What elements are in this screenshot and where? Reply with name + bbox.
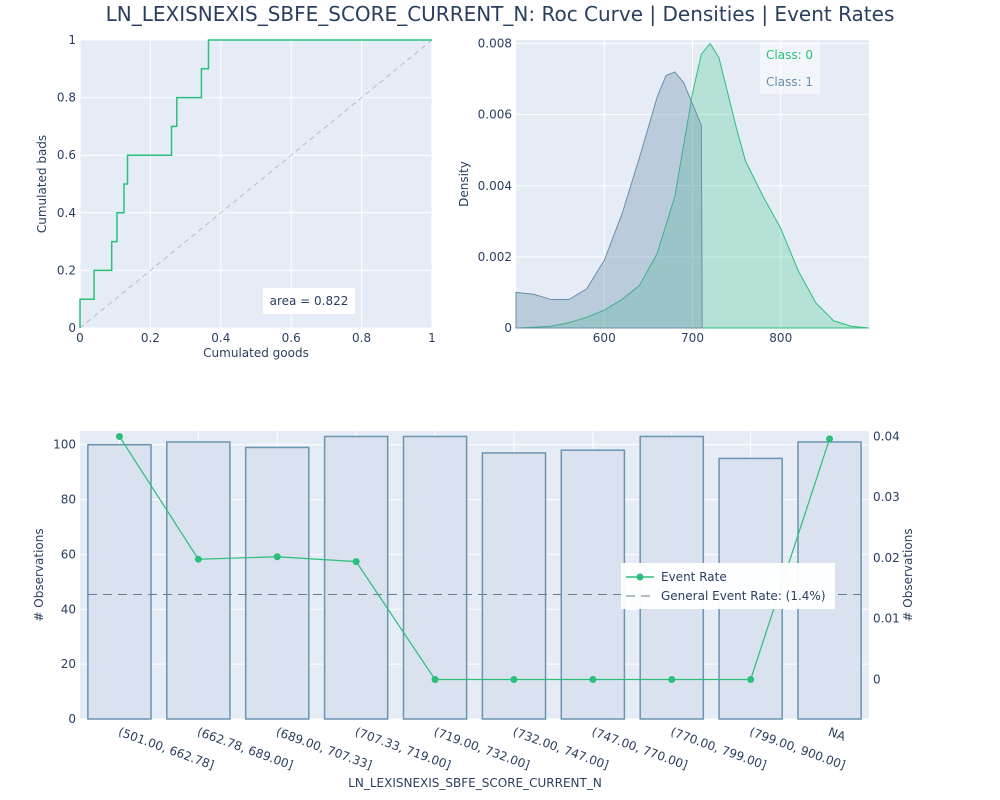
- roc-y-tick-label: 0.2: [57, 263, 76, 277]
- density-area-class-1: [515, 71, 703, 329]
- roc-area-annotation: area = 0.822: [270, 294, 349, 308]
- density-y-tick-label: 0: [504, 321, 512, 335]
- roc-y-axis-label: Cumulated bads: [35, 135, 49, 233]
- event-legend-item: Event Rate: [661, 570, 727, 584]
- roc-diagonal-line: [79, 39, 433, 329]
- observation-bar: [244, 446, 310, 720]
- density-x-tick-label: 700: [681, 331, 704, 345]
- roc-x-tick-label: 1: [428, 331, 436, 345]
- roc-x-tick-label: 0.6: [282, 331, 301, 345]
- event-rate-point: [510, 676, 518, 684]
- event-legend-box: [621, 563, 835, 609]
- observation-bar: [560, 449, 626, 720]
- event-legend-marker-swatch: [636, 573, 644, 581]
- roc-x-tick-label: 0.2: [141, 331, 160, 345]
- density-y-tick-label: 0.004: [478, 179, 512, 193]
- event-y-axis-label: # Observations: [32, 528, 46, 621]
- roc-x-tick-label: 0.4: [211, 331, 230, 345]
- observation-bar: [87, 443, 152, 720]
- event-rate-point: [431, 676, 439, 684]
- event-y2-tick-label: 0.02: [873, 551, 900, 565]
- event-y2-tick-label: 0.04: [873, 429, 900, 443]
- density-legend-item: Class: 0: [766, 48, 813, 62]
- event-y2-tick-label: 0: [873, 673, 881, 687]
- roc-x-tick-label: 0: [76, 331, 84, 345]
- roc-y-tick-label: 0.8: [57, 91, 76, 105]
- event-category-label: NA: [827, 725, 849, 744]
- event-rate-point: [668, 676, 676, 684]
- roc-y-tick-label: 0.4: [57, 206, 76, 220]
- event-y2-axis-label: # Observations: [901, 528, 915, 621]
- roc-chart: 0 0.2 0.4 0.6 0.8 1 0 0.2 0.4 0.6 0.8 1 area = 0.822…: [35, 33, 436, 360]
- event-rate-line: [118, 436, 831, 681]
- event-rate-point: [589, 676, 597, 684]
- event-y2-tick-label: 0.01: [873, 612, 900, 626]
- event-y-tick-label: 100: [53, 438, 76, 452]
- event-y-tick-label: 40: [61, 602, 76, 616]
- roc-x-axis-label: Cumulated goods: [203, 346, 309, 360]
- event-y-tick-label: 0: [68, 712, 76, 726]
- event-rate-point: [352, 558, 360, 566]
- event-rate-point: [194, 555, 202, 563]
- observation-bar: [402, 435, 468, 720]
- roc-x-tick-label: 0.8: [352, 331, 371, 345]
- chart-title: LN_LEXISNEXIS_SBFE_SCORE_CURRENT_N: Roc …: [106, 2, 895, 26]
- density-legend-box: [760, 42, 820, 94]
- observation-bar: [481, 452, 547, 720]
- event-y-tick-label: 20: [61, 657, 76, 671]
- density-y-tick-label: 0.008: [478, 37, 512, 51]
- density-legend-item: Class: 1: [766, 75, 813, 89]
- event-y-tick-label: 60: [61, 547, 76, 561]
- density-area-class-0: [515, 42, 870, 329]
- density-x-tick-label: 600: [593, 331, 616, 345]
- roc-curve-line: [79, 39, 432, 328]
- density-y-tick-label: 0.002: [478, 250, 512, 264]
- roc-area-annotation-box: [263, 288, 355, 314]
- event-legend-item: General Event Rate: (1.4%): [661, 589, 826, 603]
- density-y-axis-label: Density: [457, 161, 471, 207]
- roc-y-tick-label: 1: [68, 33, 76, 47]
- event-rate-point: [826, 435, 834, 443]
- event-x-axis-label: LN_LEXISNEXIS_SBFE_SCORE_CURRENT_N: [348, 776, 602, 790]
- event-rate-point: [747, 676, 755, 684]
- event-rate-point: [115, 432, 123, 440]
- density-x-tick-label: 800: [769, 331, 792, 345]
- roc-y-tick-label: 0: [68, 321, 76, 335]
- event-rate-point: [273, 553, 281, 561]
- density-chart: 600 700 800 0 0.002 0.004 0.006 0.008 Class: 0 Cl…: [457, 37, 870, 345]
- event-y-tick-label: 80: [61, 493, 76, 507]
- event-y2-tick-label: 0.03: [873, 490, 900, 504]
- observation-bar: [166, 441, 231, 720]
- density-y-tick-label: 0.006: [478, 108, 512, 122]
- roc-y-tick-label: 0.6: [57, 148, 76, 162]
- observation-bar: [323, 435, 389, 720]
